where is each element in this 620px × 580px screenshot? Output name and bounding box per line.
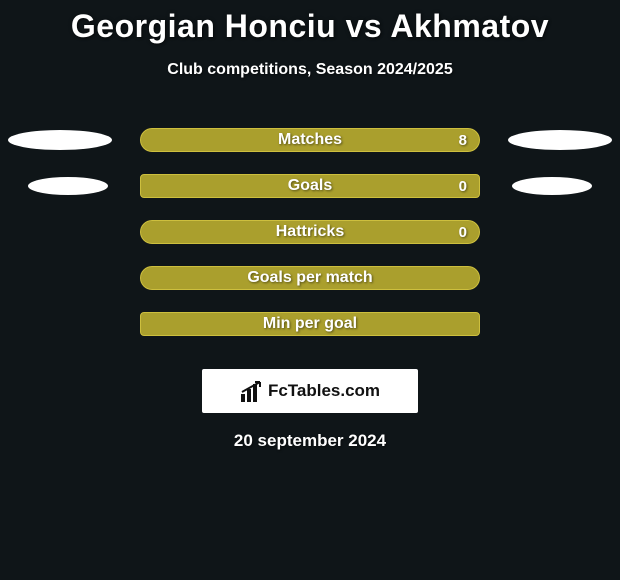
date-text: 20 september 2024: [0, 431, 620, 451]
stat-row: Goals per match: [0, 255, 620, 301]
left-ellipse-icon: [8, 130, 112, 150]
stat-bar: Min per goal: [140, 312, 480, 336]
stat-bar: Goals per match: [140, 266, 480, 290]
stat-label: Goals per match: [141, 269, 479, 287]
stat-row: Hattricks0: [0, 209, 620, 255]
stat-label: Hattricks: [141, 223, 479, 241]
stat-label: Goals: [141, 177, 479, 195]
page-title: Georgian Honciu vs Akhmatov: [0, 0, 620, 45]
subtitle: Club competitions, Season 2024/2025: [0, 45, 620, 79]
right-ellipse-icon: [508, 130, 612, 150]
stat-value: 0: [459, 178, 467, 195]
stat-label: Min per goal: [141, 315, 479, 333]
stat-row: Matches8: [0, 117, 620, 163]
stat-label: Matches: [141, 131, 479, 149]
right-ellipse-icon: [512, 177, 592, 195]
bars-icon: [240, 380, 264, 402]
stat-row: Goals0: [0, 163, 620, 209]
stat-value: 0: [459, 224, 467, 241]
fctables-logo-text: FcTables.com: [268, 381, 380, 401]
stat-bar: Matches8: [140, 128, 480, 152]
stat-value: 8: [459, 132, 467, 149]
comparison-infographic: Georgian Honciu vs Akhmatov Club competi…: [0, 0, 620, 580]
fctables-logo-box: FcTables.com: [202, 369, 418, 413]
stat-rows: Matches8Goals0Hattricks0Goals per matchM…: [0, 117, 620, 347]
left-ellipse-icon: [28, 177, 108, 195]
stat-row: Min per goal: [0, 301, 620, 347]
stat-bar: Hattricks0: [140, 220, 480, 244]
stat-bar: Goals0: [140, 174, 480, 198]
